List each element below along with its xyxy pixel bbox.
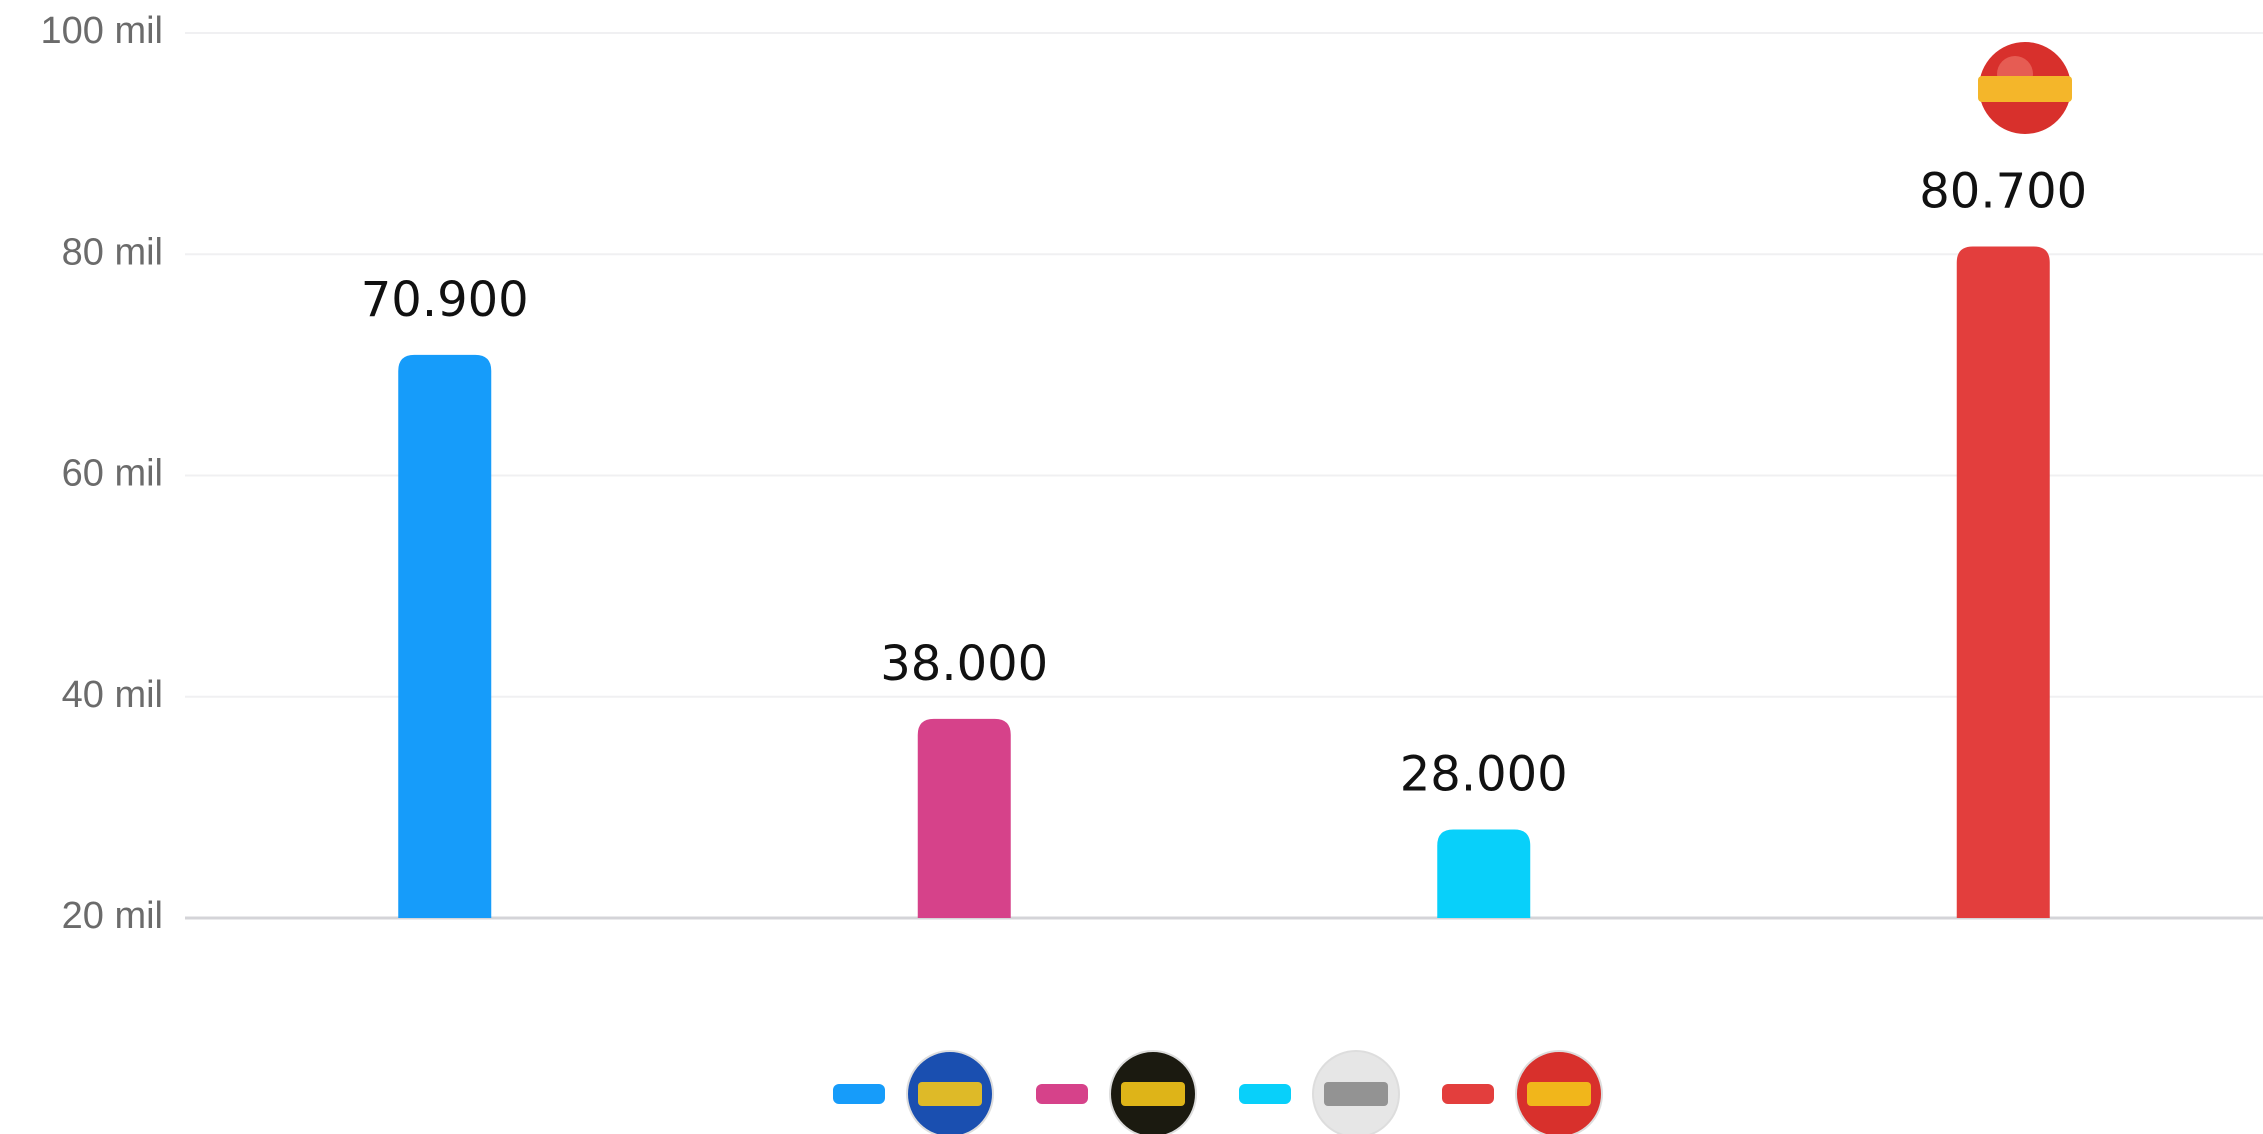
y-tick-label: 20 mil	[62, 895, 163, 937]
y-tick-label: 60 mil	[62, 453, 163, 495]
bar	[398, 354, 492, 918]
legend-swatch	[833, 1084, 885, 1104]
legend-swatch	[1442, 1084, 1494, 1104]
value-label: 70.900	[361, 272, 529, 328]
top-logo	[1978, 42, 2072, 134]
legend-icon-band	[1121, 1082, 1185, 1106]
bar	[1437, 829, 1531, 918]
bar	[917, 718, 1011, 918]
value-label: 28.000	[1400, 747, 1568, 803]
legend-icon-band	[918, 1082, 982, 1106]
legend-swatch	[1239, 1084, 1291, 1104]
legend-swatch	[1036, 1084, 1088, 1104]
value-label: 38.000	[880, 636, 1048, 692]
y-tick-label: 100 mil	[41, 10, 164, 52]
logo-band	[1978, 76, 2072, 102]
y-tick-label: 80 mil	[62, 231, 163, 273]
legend-icon-band	[1527, 1082, 1591, 1106]
legend-icon-band	[1324, 1082, 1388, 1106]
bar	[1956, 246, 2050, 919]
value-label: 80.700	[1919, 164, 2087, 220]
y-tick-label: 40 mil	[62, 674, 163, 716]
